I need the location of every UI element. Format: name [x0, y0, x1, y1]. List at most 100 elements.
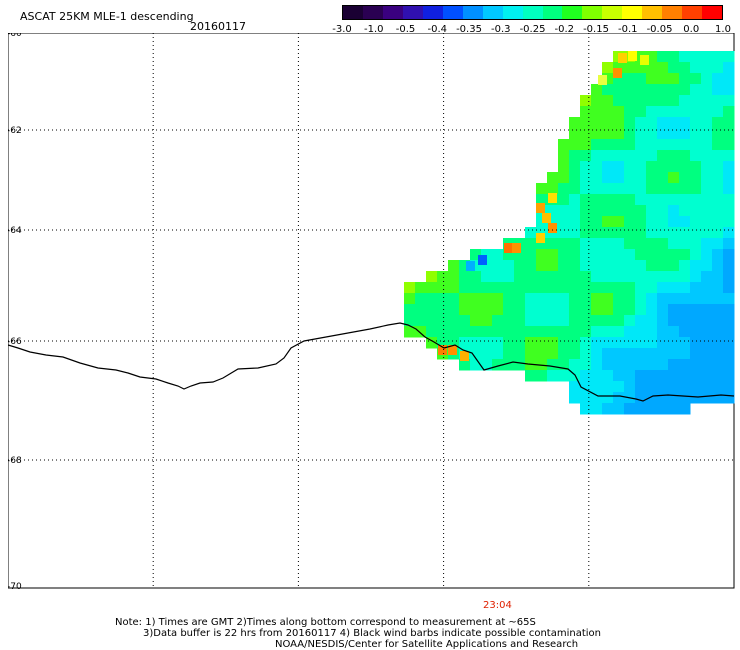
data-cell: [624, 227, 636, 239]
data-cell: [580, 117, 592, 129]
data-cell: [657, 95, 669, 107]
data-cell: [679, 117, 691, 129]
lat-label: -68: [8, 456, 22, 466]
data-cell: [635, 150, 647, 162]
data-cell: [415, 282, 427, 294]
data-cell: [635, 139, 647, 151]
data-cell: [448, 293, 460, 305]
color-swatch: [502, 6, 523, 19]
data-cell: [679, 326, 691, 338]
data-cell: [679, 73, 691, 85]
data-cell: [448, 337, 460, 349]
data-cell: [668, 95, 680, 107]
data-cell: [426, 282, 438, 294]
data-cell: [679, 392, 691, 404]
data-cell: [580, 337, 592, 349]
data-cell: [635, 62, 647, 74]
color-scale-tick-label: -0.5: [395, 24, 416, 35]
data-cell: [723, 139, 735, 151]
data-cell: [481, 337, 493, 349]
data-cell-highlight: [512, 243, 521, 253]
data-cell: [624, 337, 636, 349]
data-cell: [404, 282, 416, 294]
data-cell: [712, 227, 724, 239]
data-cell: [624, 205, 636, 217]
data-cell: [514, 337, 526, 349]
coastline: [8, 322, 735, 402]
data-cell: [536, 326, 548, 338]
data-cell: [613, 205, 625, 217]
data-cell: [646, 51, 658, 63]
data-cell: [690, 381, 702, 393]
data-cell: [591, 370, 603, 382]
data-cell: [525, 271, 537, 283]
data-cell: [448, 315, 460, 327]
color-swatch: [542, 6, 563, 19]
data-cell: [690, 293, 702, 305]
data-cell: [624, 282, 636, 294]
data-cell: [591, 381, 603, 393]
data-cell: [668, 106, 680, 118]
data-cell: [701, 315, 713, 327]
data-cell: [470, 348, 482, 360]
data-cell: [679, 172, 691, 184]
data-cell: [657, 128, 669, 140]
data-cell: [690, 282, 702, 294]
data-cell: [547, 271, 559, 283]
data-cell: [481, 326, 493, 338]
data-cell: [613, 260, 625, 272]
color-scale-tick-label: -0.25: [519, 24, 546, 35]
data-cell: [657, 249, 669, 261]
data-cell: [536, 238, 548, 250]
data-cell: [657, 62, 669, 74]
data-cell: [569, 238, 581, 250]
data-cell: [437, 271, 449, 283]
data-cell: [646, 84, 658, 96]
data-cell-highlight: [618, 53, 627, 63]
data-cell: [701, 62, 713, 74]
data-cell: [701, 326, 713, 338]
data-cell: [569, 227, 581, 239]
data-cell: [646, 381, 658, 393]
data-cell: [679, 249, 691, 261]
data-cell-highlight: [628, 51, 637, 61]
color-scale-tick-label: -0.05: [646, 24, 673, 35]
data-cell: [591, 183, 603, 195]
data-cell: [646, 271, 658, 283]
data-cell: [580, 95, 592, 107]
data-cell: [701, 183, 713, 195]
color-scale-tick-label: -0.1: [617, 24, 638, 35]
data-cell: [613, 172, 625, 184]
data-cell: [613, 128, 625, 140]
data-cell: [624, 359, 636, 371]
data-cell: [690, 150, 702, 162]
color-scale-labels: -3.0 -1.0 -0.5 -0.4 -0.35 -0.3 -0.25 -0.2 -0.15-…: [332, 24, 734, 38]
data-cell: [580, 315, 592, 327]
data-cell: [723, 238, 735, 250]
data-cell: [580, 304, 592, 316]
data-cell: [635, 282, 647, 294]
data-cell: [701, 84, 713, 96]
data-cell: [646, 183, 658, 195]
data-cell: [624, 139, 636, 151]
data-cell: [415, 304, 427, 316]
data-cell: [712, 282, 724, 294]
color-swatch: [362, 6, 383, 19]
data-cell: [723, 337, 735, 349]
data-cell: [536, 227, 548, 239]
data-cell: [701, 392, 713, 404]
data-cell: [591, 293, 603, 305]
data-cell: [558, 139, 570, 151]
data-cell: [635, 348, 647, 360]
data-cell: [558, 348, 570, 360]
data-cell: [536, 370, 548, 382]
data-cell: [646, 106, 658, 118]
data-cell: [580, 293, 592, 305]
data-cell: [723, 359, 735, 371]
data-cell: [470, 271, 482, 283]
map-title: ASCAT 25KM MLE-1 descending: [20, 10, 194, 23]
data-cell: [525, 282, 537, 294]
data-cell: [723, 51, 735, 63]
data-cell: [613, 315, 625, 327]
data-cell: [701, 381, 713, 393]
